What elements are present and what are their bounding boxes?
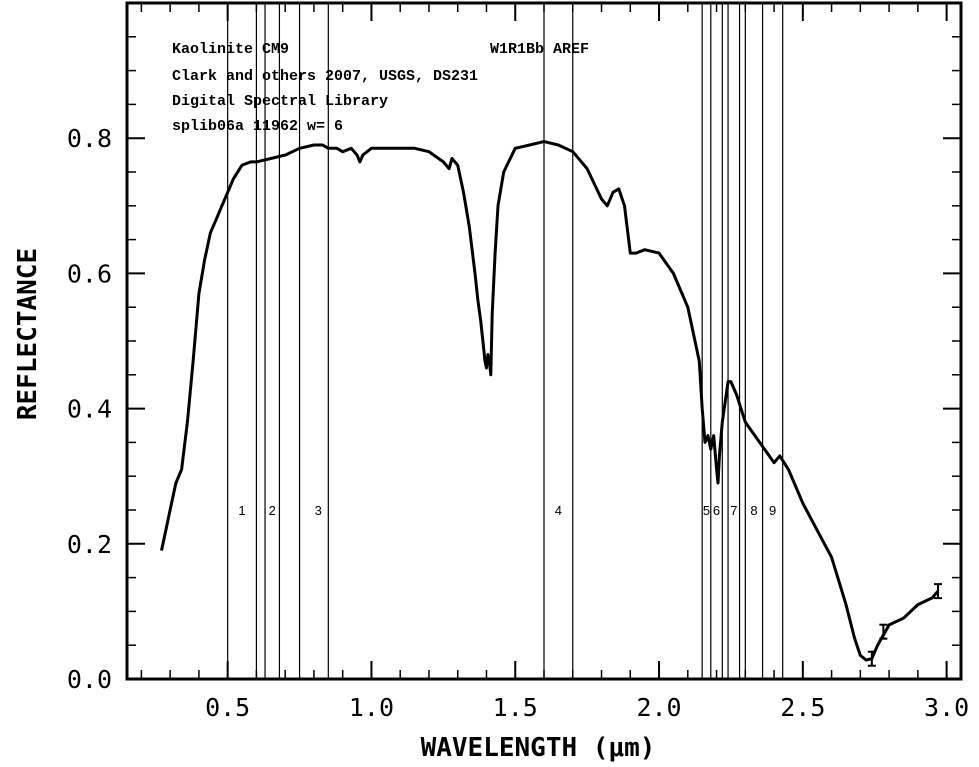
band-label: 1	[238, 503, 245, 518]
band-lines	[227, 3, 784, 679]
annotation-text: splib06a 11962 w= 6	[172, 118, 343, 135]
annotation-layer: Kaolinite CM9 W1R1Bb AREF Clark and othe…	[172, 41, 589, 135]
x-tick-label: 1.5	[493, 693, 538, 722]
annotation-text: W1R1Bb AREF	[490, 41, 589, 58]
y-tick-label: 0.0	[67, 665, 112, 694]
x-tick-label: 3.0	[924, 693, 969, 722]
y-tick-label: 0.6	[67, 259, 112, 288]
annotation-text: Digital Spectral Library	[172, 93, 388, 110]
y-tick-label: 0.2	[67, 530, 112, 559]
x-tick-label: 1.0	[349, 693, 394, 722]
tick-layer: 0.5 1.0 1.5 2.0 2.5 3.0 0.0 0.2 0.4 0.6 0.8	[67, 3, 969, 722]
band-label: 5	[703, 503, 710, 518]
band-label: 6	[713, 503, 720, 518]
band-label: 4	[555, 503, 562, 518]
series-layer	[160, 140, 942, 667]
x-tick-label: 2.0	[636, 693, 681, 722]
y-tick-label: 0.8	[67, 124, 112, 153]
x-axis-title: WAVELENGTH (μm)	[421, 733, 656, 763]
band-label: 2	[269, 503, 276, 518]
band-label: 9	[769, 503, 776, 518]
band-label: 3	[315, 503, 322, 518]
band-label: 7	[730, 503, 737, 518]
band-label: 8	[750, 503, 757, 518]
x-tick-label: 0.5	[205, 693, 250, 722]
y-tick-label: 0.4	[67, 395, 112, 424]
x-tick-label: 2.5	[780, 693, 825, 722]
y-axis-title: REFLECTANCE	[13, 248, 43, 420]
series-line	[160, 140, 940, 662]
annotation-text: Clark and others 2007, USGS, DS231	[172, 68, 478, 85]
annotation-text: Kaolinite CM9	[172, 41, 289, 58]
